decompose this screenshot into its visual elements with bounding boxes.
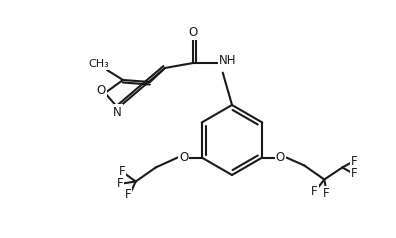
Text: F: F: [118, 165, 125, 178]
Text: CH₃: CH₃: [89, 59, 109, 69]
Text: NH: NH: [219, 55, 237, 68]
Text: F: F: [311, 185, 318, 198]
Text: F: F: [124, 188, 131, 201]
Text: N: N: [112, 105, 122, 119]
Text: F: F: [323, 187, 329, 200]
Text: O: O: [179, 151, 188, 164]
Text: F: F: [351, 155, 358, 168]
Text: O: O: [276, 151, 285, 164]
Text: F: F: [351, 167, 358, 180]
Text: F: F: [116, 177, 123, 190]
Text: O: O: [188, 25, 198, 39]
Text: O: O: [96, 84, 106, 98]
